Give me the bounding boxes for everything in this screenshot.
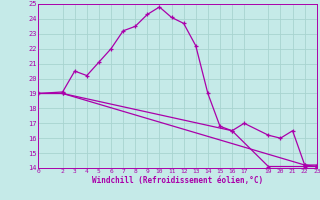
- X-axis label: Windchill (Refroidissement éolien,°C): Windchill (Refroidissement éolien,°C): [92, 176, 263, 185]
